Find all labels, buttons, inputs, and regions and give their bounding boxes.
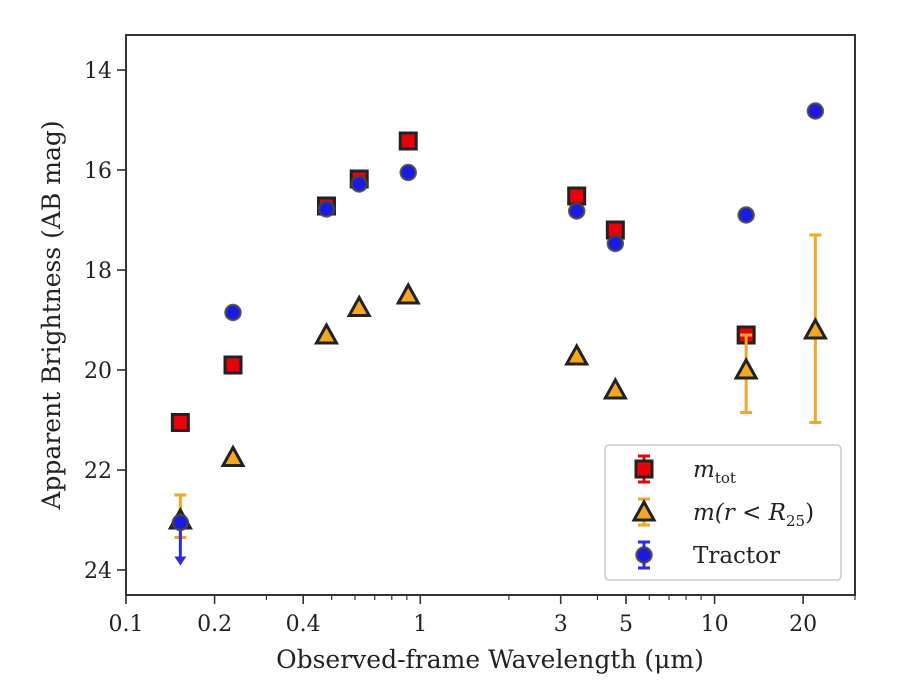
data-point-mr25 <box>395 281 421 305</box>
y-tick-label: 16 <box>84 159 112 184</box>
legend-marker-mtot <box>634 459 654 479</box>
legend-marker-mr25 <box>631 498 657 522</box>
data-point-tractor <box>171 513 190 532</box>
upper-limit-arrow-head <box>174 556 187 566</box>
data-point-mtot <box>398 131 418 151</box>
x-tick-label: 5 <box>619 612 633 637</box>
data-point-mr25 <box>220 444 246 467</box>
legend-box <box>604 444 842 581</box>
data-point-mtot <box>170 413 190 432</box>
data-point-tractor <box>606 234 625 253</box>
y-axis-label: Apparent Brightness (AB mag) <box>37 120 66 510</box>
legend-label-mtot: mtot <box>693 457 736 487</box>
x-tick-label: 3 <box>554 612 568 637</box>
x-tick-label: 20 <box>789 612 817 637</box>
series-mr25 <box>167 233 828 539</box>
data-point-mr25 <box>564 342 590 366</box>
data-point-tractor <box>806 102 825 120</box>
y-tick-label: 24 <box>84 559 112 584</box>
data-point-mr25 <box>602 376 628 400</box>
y-tick-label: 18 <box>84 259 112 284</box>
axis-ticks: 0.1 0.2 0.4 1 3 5 10 20 14 16 18 20 22 24 <box>84 59 856 637</box>
data-marks <box>167 102 828 566</box>
legend-label-main: Tractor <box>693 543 780 569</box>
legend-label-mr25: m(r < R25) <box>693 500 814 530</box>
data-point-tractor <box>224 303 242 322</box>
legend-label-suffix: ) <box>805 500 814 526</box>
legend-entry-tractor: Tractor <box>635 540 780 570</box>
x-axis-label: Observed-frame Wavelength (μm) <box>276 645 704 674</box>
data-point-tractor <box>567 202 586 220</box>
data-point-mtot <box>567 186 587 206</box>
legend-label-main: m <box>693 457 715 483</box>
data-point-mr25 <box>313 321 340 345</box>
data-point-tractor <box>737 206 755 224</box>
data-point-mr25 <box>346 294 372 317</box>
data-point-mr25 <box>802 316 828 340</box>
data-point-tractor <box>350 175 368 193</box>
legend-entry-mr25: m(r < R25) <box>631 497 814 530</box>
data-point-mr25 <box>733 356 759 380</box>
legend-label-subscript: tot <box>715 469 736 487</box>
data-point-tractor <box>399 163 417 182</box>
legend-label-subscript: 25 <box>786 512 805 530</box>
legend-label-tractor: Tractor <box>693 543 780 569</box>
y-tick-label: 22 <box>84 459 112 484</box>
legend-label-main: m(r < R <box>693 500 786 526</box>
data-point-mtot <box>223 355 243 375</box>
x-tick-label: 0.4 <box>286 612 321 637</box>
x-tick-label: 10 <box>701 612 729 637</box>
x-tick-label: 1 <box>413 612 427 637</box>
x-tick-label: 0.2 <box>197 612 232 637</box>
x-tick-label: 0.1 <box>109 612 144 637</box>
data-point-tractor <box>317 200 336 218</box>
legend-marker-tractor <box>635 546 653 564</box>
y-tick-label: 20 <box>84 359 112 384</box>
y-tick-label: 14 <box>84 59 112 84</box>
series-tractor <box>171 102 825 566</box>
legend: mtot m(r < R25) Tractor <box>604 444 842 581</box>
legend-entry-mtot: mtot <box>634 454 736 487</box>
